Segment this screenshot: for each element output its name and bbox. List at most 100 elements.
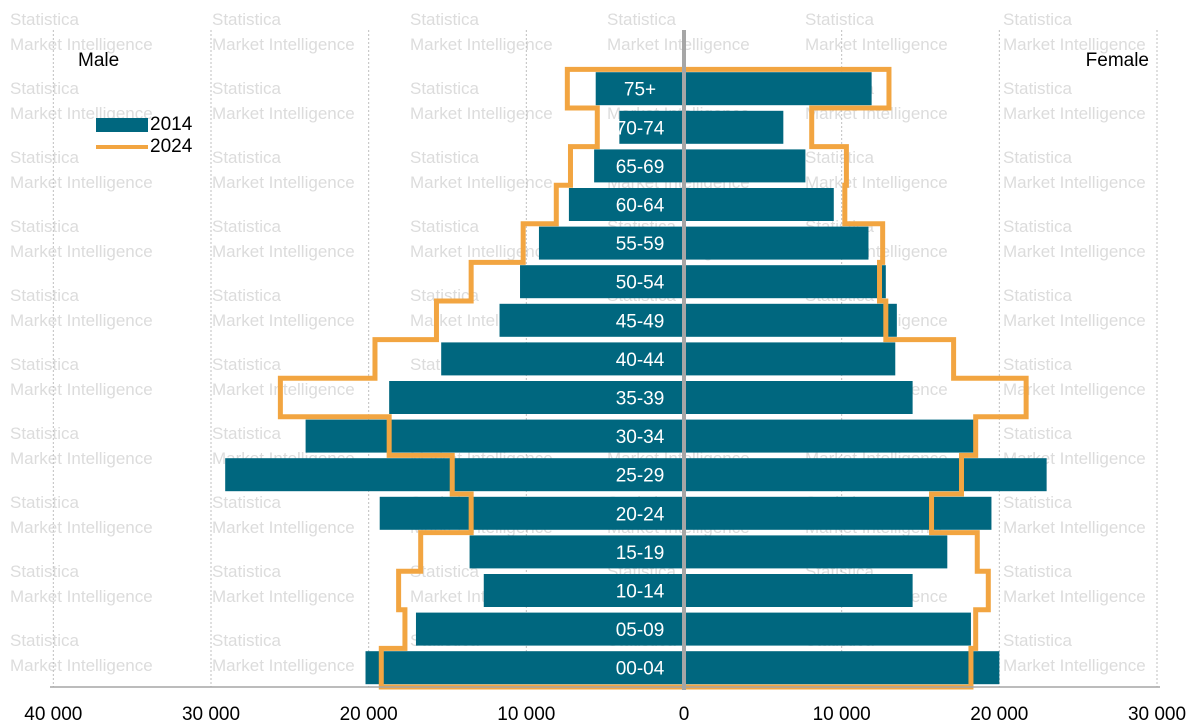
x-tick-label: 0 [679,704,690,725]
age-group-label: 55-59 [616,234,665,255]
watermark-brand-text: Statistica [1003,10,1073,29]
watermark-sub-text: Market Intelligence [212,380,355,399]
watermark-sub-text: Market Intelligence [1003,587,1146,606]
age-group-label: 35-39 [616,389,665,410]
watermark-sub-text: Market Intelligence [10,587,153,606]
watermark-brand-text: Statistica [410,217,480,236]
x-tick-label: 30 000 [182,704,240,725]
legend-item-2024: 2024 [96,136,192,158]
age-group-label: 25-29 [616,466,665,487]
watermark-brand-text: Statistica [607,10,677,29]
age-group-label: 75+ [624,80,656,101]
watermark-brand-text: Statistica [10,424,80,443]
bar-2014-female [686,497,991,530]
bar-2014-female [686,381,913,414]
watermark-brand-text: Statistica [212,217,282,236]
watermark-sub-text: Market Intelligence [212,104,355,123]
age-group-label: 65-69 [616,157,665,178]
male-side-label: Male [78,50,119,72]
watermark-brand-text: Statistica [212,424,282,443]
bar-2014-female [686,574,913,607]
watermark-sub-text: Market Intelligence [10,311,153,330]
watermark-brand-text: Statistica [10,286,80,305]
age-group-label: 50-54 [616,273,665,294]
watermark-brand-text: Statistica [212,493,282,512]
watermark-brand-text: Statistica [1003,424,1073,443]
watermark-sub-text: Market Intelligence [410,173,553,192]
watermark-brand-text: Statistica [10,148,80,167]
x-tick-label: 20 000 [340,704,398,725]
female-side-label: Female [1086,50,1149,72]
watermark-sub-text: Market Intelligence [212,656,355,675]
bar-2014-female [686,342,895,375]
bar-2014-female [686,149,805,182]
bar-2014-female [686,188,834,221]
watermark-brand-text: Statistica [1003,148,1073,167]
watermark-brand-text: Statistica [212,631,282,650]
watermark-sub-text: Market Intelligence [410,35,553,54]
watermark-sub-text: Market Intelligence [805,35,948,54]
watermark-sub-text: Market Intelligence [10,242,153,261]
age-group-label: 15-19 [616,543,665,564]
watermark-brand-text: Statistica [805,10,875,29]
watermark-brand-text: Statistica [410,148,480,167]
watermark-brand-text: Statistica [212,79,282,98]
legend-label-2024: 2024 [150,136,192,158]
watermark-sub-text: Market Intelligence [10,518,153,537]
watermark-sub-text: Market Intelligence [212,311,355,330]
age-group-label: 05-09 [616,620,665,641]
age-group-label: 30-34 [616,427,665,448]
watermark-sub-text: Market Intelligence [212,173,355,192]
legend-item-2014: 2014 [96,114,192,136]
watermark-sub-text: Market Intelligence [10,449,153,468]
watermark-brand-text: Statistica [10,10,80,29]
watermark-brand-text: Statistica [10,79,80,98]
watermark-brand-text: Statistica [212,286,282,305]
age-group-label: 00-04 [616,659,665,680]
bar-2014-female [686,613,971,646]
x-tick-label: 20 000 [970,704,1028,725]
watermark-sub-text: Market Intelligence [212,587,355,606]
watermark-sub-text: Market Intelligence [1003,311,1146,330]
watermark-brand-text: Statistica [212,355,282,374]
watermark-brand-text: Statistica [1003,286,1073,305]
x-tick-labels-layer: 40 000 30 000 20 000 10 000 0 10 000 20 000 30 … [24,704,1186,725]
bar-2014-female [686,420,976,453]
watermark-brand-text: Statistica [10,631,80,650]
legend-label-2014: 2014 [150,114,192,136]
watermark-brand-text: Statistica [1003,217,1073,236]
watermark-brand-text: Statistica [1003,562,1073,581]
bar-2014-female [686,535,947,568]
legend: 2014 2024 [96,114,192,158]
watermark-brand-text: Statistica [1003,493,1073,512]
bar-2014-female [686,458,1047,491]
watermark-sub-text: Market Intelligence [212,35,355,54]
watermark-sub-text: Market Intelligence [1003,104,1146,123]
watermark-sub-text: Market Intelligence [10,380,153,399]
watermark-brand-text: Statistica [212,10,282,29]
bar-2014-female [686,265,886,298]
x-tick-label: 10 000 [497,704,555,725]
watermark-sub-text: Market Intelligence [212,518,355,537]
watermark-brand-text: Statistica [805,148,875,167]
age-group-label: 40-44 [616,350,665,371]
watermark-brand-text: Statistica [212,148,282,167]
watermark-brand-text: Statistica [410,79,480,98]
watermark-sub-text: Market Intelligence [10,173,153,192]
watermark-sub-text: Market Intelligence [1003,242,1146,261]
watermark-brand-text: Statistica [410,10,480,29]
watermark-sub-text: Market Intelligence [212,242,355,261]
age-group-label: 45-49 [616,311,665,332]
watermark-sub-text: Market Intelligence [1003,518,1146,537]
watermark-brand-text: Statistica [1003,355,1073,374]
legend-swatch-2024 [96,145,148,149]
watermark-sub-text: Market Intelligence [410,104,553,123]
age-group-label: 20-24 [616,504,665,525]
x-tick-label: 10 000 [813,704,871,725]
watermark-brand-text: Statistica [10,493,80,512]
bar-2014-female [686,227,868,260]
bar-2014-female [686,651,999,684]
bar-2014-female [686,111,783,144]
age-group-label: 60-64 [616,196,665,217]
